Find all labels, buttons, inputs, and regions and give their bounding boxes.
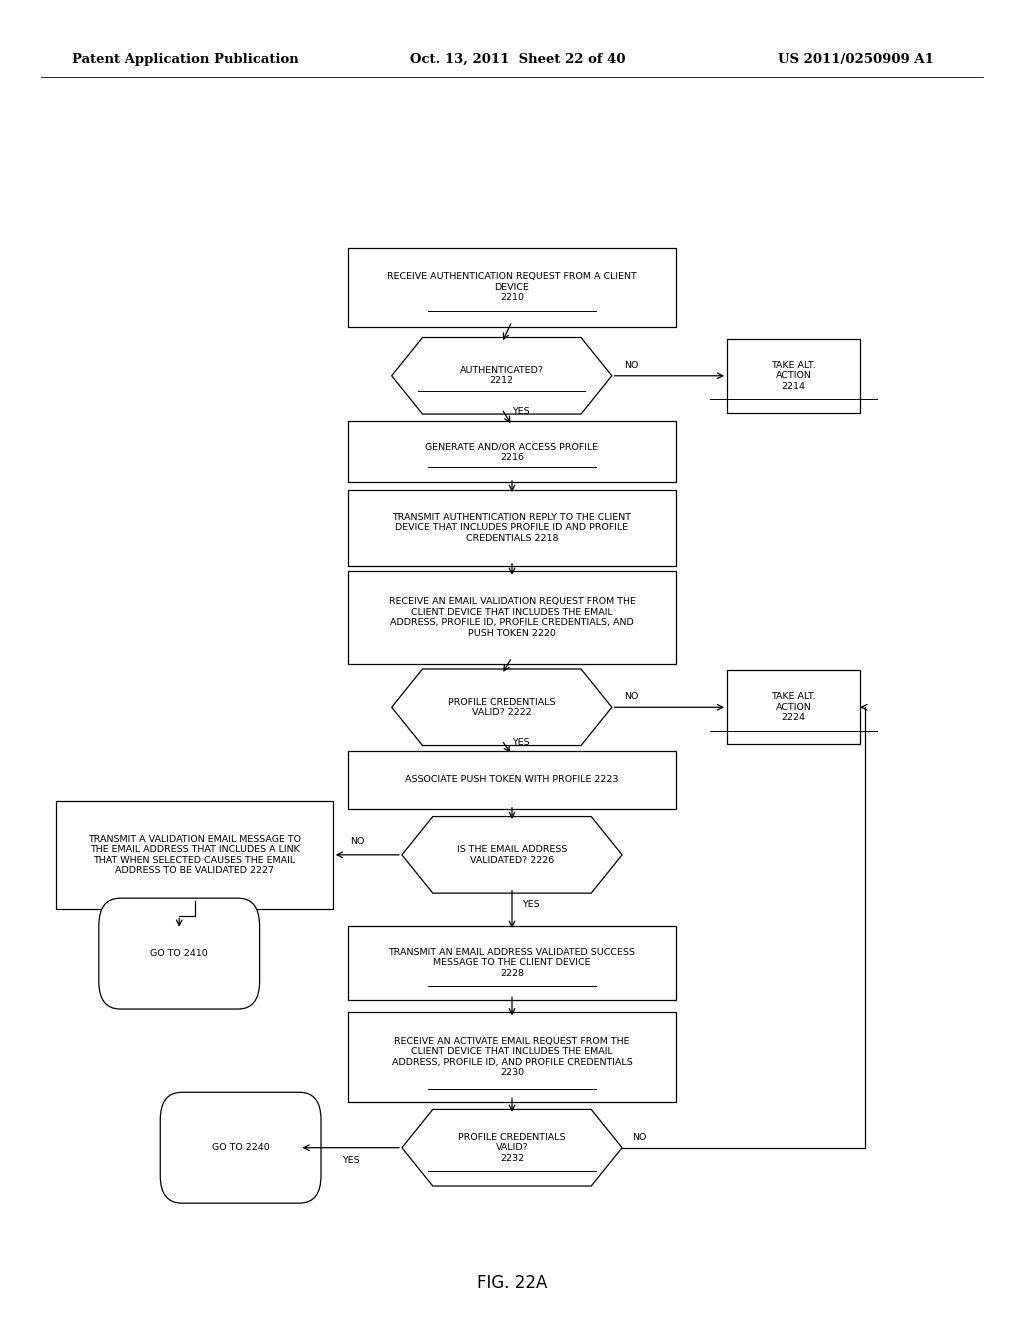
Text: PROFILE CREDENTIALS
VALID?
2232: PROFILE CREDENTIALS VALID? 2232 xyxy=(459,1133,565,1163)
Text: FIG. 22A: FIG. 22A xyxy=(477,1274,547,1292)
FancyBboxPatch shape xyxy=(98,898,260,1008)
Text: TRANSMIT A VALIDATION EMAIL MESSAGE TO
THE EMAIL ADDRESS THAT INCLUDES A LINK
TH: TRANSMIT A VALIDATION EMAIL MESSAGE TO T… xyxy=(88,834,301,875)
Text: PROFILE CREDENTIALS
VALID? 2222: PROFILE CREDENTIALS VALID? 2222 xyxy=(449,697,555,717)
FancyBboxPatch shape xyxy=(348,421,676,482)
Text: YES: YES xyxy=(342,1156,359,1166)
FancyBboxPatch shape xyxy=(348,1012,676,1102)
Text: NO: NO xyxy=(633,1133,647,1142)
Text: ASSOCIATE PUSH TOKEN WITH PROFILE 2223: ASSOCIATE PUSH TOKEN WITH PROFILE 2223 xyxy=(406,775,618,784)
Text: Patent Application Publication: Patent Application Publication xyxy=(72,53,298,66)
Text: IS THE EMAIL ADDRESS
VALIDATED? 2226: IS THE EMAIL ADDRESS VALIDATED? 2226 xyxy=(457,845,567,865)
FancyBboxPatch shape xyxy=(348,925,676,999)
Polygon shape xyxy=(401,1109,623,1185)
FancyBboxPatch shape xyxy=(348,248,676,327)
Text: TAKE ALT.
ACTION
2224: TAKE ALT. ACTION 2224 xyxy=(771,693,816,722)
Text: YES: YES xyxy=(512,408,529,416)
Text: TRANSMIT AUTHENTICATION REPLY TO THE CLIENT
DEVICE THAT INCLUDES PROFILE ID AND : TRANSMIT AUTHENTICATION REPLY TO THE CLI… xyxy=(392,513,632,543)
FancyBboxPatch shape xyxy=(56,801,333,909)
FancyBboxPatch shape xyxy=(348,751,676,809)
Text: AUTHENTICATED?
2212: AUTHENTICATED? 2212 xyxy=(460,366,544,385)
Text: YES: YES xyxy=(522,899,540,908)
FancyBboxPatch shape xyxy=(160,1092,322,1203)
FancyBboxPatch shape xyxy=(727,339,860,413)
FancyBboxPatch shape xyxy=(348,572,676,664)
Polygon shape xyxy=(391,338,612,414)
Text: Oct. 13, 2011  Sheet 22 of 40: Oct. 13, 2011 Sheet 22 of 40 xyxy=(410,53,625,66)
Text: TAKE ALT.
ACTION
2214: TAKE ALT. ACTION 2214 xyxy=(771,360,816,391)
Text: YES: YES xyxy=(512,738,529,747)
Polygon shape xyxy=(401,817,623,894)
Text: NO: NO xyxy=(625,360,639,370)
FancyBboxPatch shape xyxy=(727,671,860,744)
Text: US 2011/0250909 A1: US 2011/0250909 A1 xyxy=(778,53,934,66)
Text: RECEIVE AN EMAIL VALIDATION REQUEST FROM THE
CLIENT DEVICE THAT INCLUDES THE EMA: RECEIVE AN EMAIL VALIDATION REQUEST FROM… xyxy=(388,598,636,638)
Text: GO TO 2240: GO TO 2240 xyxy=(212,1143,269,1152)
Text: NO: NO xyxy=(625,692,639,701)
Text: NO: NO xyxy=(350,837,365,846)
Text: RECEIVE AUTHENTICATION REQUEST FROM A CLIENT
DEVICE
2210: RECEIVE AUTHENTICATION REQUEST FROM A CL… xyxy=(387,272,637,302)
Polygon shape xyxy=(391,669,612,746)
Text: GENERATE AND/OR ACCESS PROFILE
2216: GENERATE AND/OR ACCESS PROFILE 2216 xyxy=(425,442,599,462)
Text: GO TO 2410: GO TO 2410 xyxy=(151,949,208,958)
FancyBboxPatch shape xyxy=(348,490,676,566)
Text: TRANSMIT AN EMAIL ADDRESS VALIDATED SUCCESS
MESSAGE TO THE CLIENT DEVICE
2228: TRANSMIT AN EMAIL ADDRESS VALIDATED SUCC… xyxy=(388,948,636,978)
Text: RECEIVE AN ACTIVATE EMAIL REQUEST FROM THE
CLIENT DEVICE THAT INCLUDES THE EMAIL: RECEIVE AN ACTIVATE EMAIL REQUEST FROM T… xyxy=(391,1036,633,1077)
